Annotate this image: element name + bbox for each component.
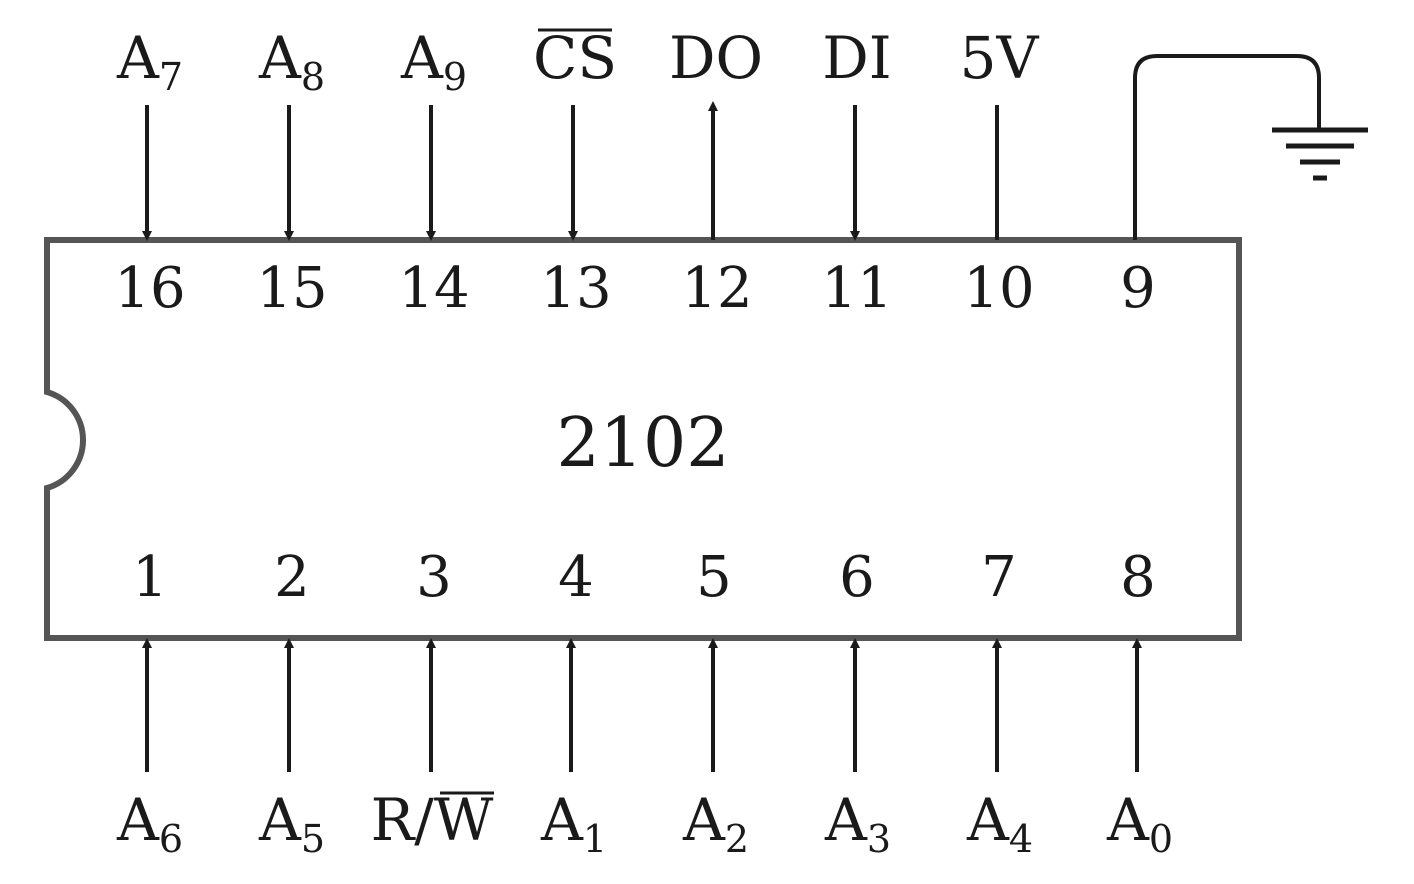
pin-number-14: 14 [398,256,469,321]
bottom-pin-numbers: 1 2 3 4 5 6 7 8 [132,545,1156,610]
signal-label-cs-bar: CS [533,24,617,92]
signal-label-a5: A5 [258,786,325,861]
signal-label-a3: A3 [824,786,891,861]
chip-body [44,237,1242,641]
signal-label-a9: A9 [400,24,467,99]
top-pin-numbers: 16 15 14 13 12 11 10 9 [114,256,1155,321]
signal-label-5v: 5V [960,24,1040,92]
pin-number-15: 15 [256,256,327,321]
top-wires [142,54,1321,241]
signal-label-a0: A0 [1106,786,1173,861]
signal-label-a4: A4 [966,786,1033,861]
signal-label-a2: A2 [682,786,749,861]
pin-number-6: 6 [839,545,875,610]
top-signal-labels: A7 A8 A9 CS DO DI 5V [116,24,1040,99]
signal-label-r-w-bar: R/W [371,786,494,854]
chip-label: 2102 [556,404,729,483]
pin-number-5: 5 [696,545,732,610]
signal-label-do: DO [669,24,763,92]
ground-icon [1272,127,1368,181]
pin-number-12: 12 [681,256,752,321]
bottom-signal-labels: A6 A5 R/W A1 A2 A3 A4 A0 [116,786,1173,861]
wire-pin9-ground [1133,54,1321,240]
pin-number-1: 1 [132,545,168,610]
signal-label-a6: A6 [116,786,183,861]
signal-label-di: DI [822,24,891,92]
pin-number-8: 8 [1120,545,1156,610]
pin-number-4: 4 [558,545,594,610]
pin-number-13: 13 [540,256,611,321]
pin-number-2: 2 [274,545,310,610]
pin-number-16: 16 [114,256,185,321]
signal-label-a7: A7 [116,24,183,99]
pin-number-10: 10 [963,256,1034,321]
signal-label-a1: A1 [540,786,607,861]
pin-number-7: 7 [981,545,1017,610]
pin-number-3: 3 [416,545,452,610]
signal-label-a8: A8 [258,24,325,99]
pin-number-9: 9 [1120,256,1156,321]
pin-number-11: 11 [821,256,892,321]
bottom-wires [142,638,1142,772]
